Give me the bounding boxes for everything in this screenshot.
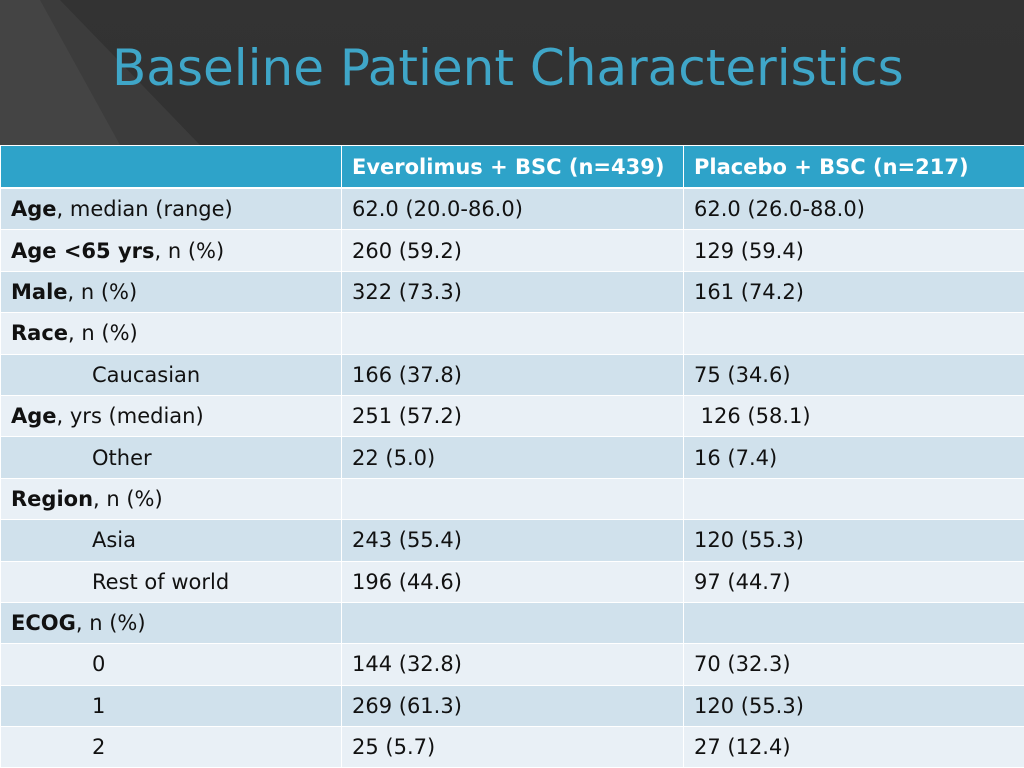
table-row: Age, yrs (median) 251 (57.2) 126 (58.1) xyxy=(0,394,1024,438)
table-row: Male, n (%) 322 (73.3) 161 (74.2) xyxy=(0,270,1024,314)
row-label: Region, n (%) xyxy=(0,477,342,521)
row-label: Age, yrs (median) xyxy=(0,394,342,438)
placebo-value: 129 (59.4) xyxy=(683,229,1024,272)
table-row: 2 25 (5.7) 27 (12.4) xyxy=(0,726,1024,768)
placebo-value: 62.0 (26.0-88.0) xyxy=(683,187,1024,231)
everolimus-value xyxy=(341,477,684,521)
everolimus-value: 260 (59.2) xyxy=(341,229,684,272)
corner-decoration xyxy=(0,0,200,145)
table-row: Other 22 (5.0) 16 (7.4) xyxy=(0,436,1024,479)
row-label: Male, n (%) xyxy=(0,270,342,314)
row-label: 0 xyxy=(0,643,342,686)
row-label-qualifier: , yrs (median) xyxy=(56,404,204,429)
placebo-value: 97 (44.7) xyxy=(683,560,1024,603)
table-row: Age <65 yrs, n (%) 260 (59.2) 129 (59.4) xyxy=(0,229,1024,272)
table-row: Age, median (range) 62.0 (20.0-86.0) 62.0 … xyxy=(0,187,1024,231)
placebo-value xyxy=(683,601,1024,645)
row-sublabel: 2 xyxy=(92,735,106,760)
slide-title: Baseline Patient Characteristics xyxy=(112,39,904,97)
row-label: Other xyxy=(0,436,342,479)
row-label: Race, n (%) xyxy=(0,312,342,355)
everolimus-value: 243 (55.4) xyxy=(341,519,684,562)
placebo-value xyxy=(683,312,1024,355)
everolimus-value: 25 (5.7) xyxy=(341,726,684,768)
table-row: Caucasian 166 (37.8) 75 (34.6) xyxy=(0,353,1024,396)
row-label-bold: Age xyxy=(11,404,57,429)
row-label: Rest of world xyxy=(0,560,342,603)
row-label: Caucasian xyxy=(0,353,342,396)
placebo-value: 16 (7.4) xyxy=(683,436,1024,479)
everolimus-value: 251 (57.2) xyxy=(341,394,684,438)
header-placebo: Placebo + BSC (n=217) xyxy=(683,145,1024,189)
characteristics-table-container: Everolimus + BSC (n=439) Placebo + BSC (… xyxy=(0,145,1024,768)
table-row: Region, n (%) xyxy=(0,477,1024,521)
table-row: 0 144 (32.8) 70 (32.3) xyxy=(0,643,1024,686)
row-label-qualifier: , n (%) xyxy=(154,238,225,263)
row-label: 2 xyxy=(0,726,342,768)
row-sublabel: 0 xyxy=(92,652,106,677)
baseline-characteristics-table: Everolimus + BSC (n=439) Placebo + BSC (… xyxy=(0,145,1024,768)
row-label-bold: Age <65 yrs xyxy=(11,238,155,263)
row-sublabel: 1 xyxy=(92,693,106,718)
row-label: ECOG, n (%) xyxy=(0,601,342,645)
placebo-value: 161 (74.2) xyxy=(683,270,1024,314)
table-row: Rest of world 196 (44.6) 97 (44.7) xyxy=(0,560,1024,603)
row-label-bold: Race xyxy=(11,321,69,346)
row-label-qualifier: , n (%) xyxy=(75,611,146,636)
everolimus-value: 322 (73.3) xyxy=(341,270,684,314)
row-label-qualifier: , n (%) xyxy=(93,486,163,511)
everolimus-value: 144 (32.8) xyxy=(341,643,684,686)
row-label: Asia xyxy=(0,519,342,562)
row-label-bold: Region xyxy=(11,486,94,511)
row-label-qualifier: , n (%) xyxy=(67,279,138,304)
placebo-value: 70 (32.3) xyxy=(683,643,1024,686)
row-label-qualifier: , n (%) xyxy=(68,321,138,346)
placebo-value: 120 (55.3) xyxy=(683,684,1024,728)
row-sublabel: Rest of world xyxy=(92,569,230,594)
row-sublabel: Other xyxy=(92,445,152,470)
placebo-value: 75 (34.6) xyxy=(683,353,1024,396)
everolimus-value: 22 (5.0) xyxy=(341,436,684,479)
everolimus-value: 196 (44.6) xyxy=(341,560,684,603)
header-everolimus: Everolimus + BSC (n=439) xyxy=(341,145,684,189)
row-label-bold: ECOG xyxy=(11,611,76,636)
row-label-bold: Male xyxy=(11,279,68,304)
placebo-value: 126 (58.1) xyxy=(683,394,1024,438)
table-row: 1 269 (61.3) 120 (55.3) xyxy=(0,684,1024,728)
row-label-qualifier: , median (range) xyxy=(56,197,233,222)
table-body: Age, median (range) 62.0 (20.0-86.0) 62.0 … xyxy=(0,187,1024,768)
placebo-value xyxy=(683,477,1024,521)
header-characteristic xyxy=(0,145,342,189)
everolimus-value xyxy=(341,312,684,355)
row-label: Age <65 yrs, n (%) xyxy=(0,229,342,272)
everolimus-value: 269 (61.3) xyxy=(341,684,684,728)
placebo-value: 27 (12.4) xyxy=(683,726,1024,768)
table-row: Race, n (%) xyxy=(0,312,1024,355)
row-label: 1 xyxy=(0,684,342,728)
row-sublabel: Asia xyxy=(92,528,137,553)
placebo-value: 120 (55.3) xyxy=(683,519,1024,562)
table-row: ECOG, n (%) xyxy=(0,601,1024,645)
table-row: Asia 243 (55.4) 120 (55.3) xyxy=(0,519,1024,562)
everolimus-value xyxy=(341,601,684,645)
row-label-bold: Age xyxy=(11,197,57,222)
everolimus-value: 62.0 (20.0-86.0) xyxy=(341,187,684,231)
everolimus-value: 166 (37.8) xyxy=(341,353,684,396)
row-sublabel: Caucasian xyxy=(92,362,201,387)
row-label: Age, median (range) xyxy=(0,187,342,231)
table-header-row: Everolimus + BSC (n=439) Placebo + BSC (… xyxy=(0,145,1024,189)
